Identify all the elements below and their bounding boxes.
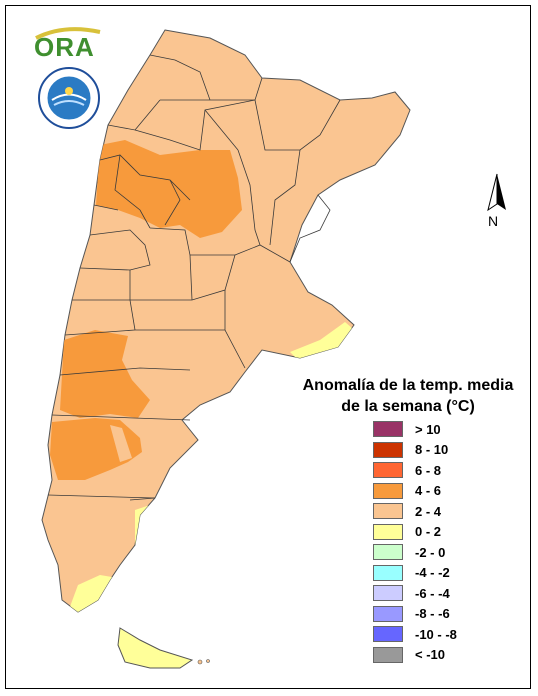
legend-title-line2: de la semana (°C)	[341, 398, 475, 415]
anomaly-zone-buenos-aires-coast	[290, 322, 360, 362]
north-arrow-icon	[487, 173, 506, 212]
legend-item: -6 - -4	[373, 583, 457, 604]
legend-label: -2 - 0	[415, 544, 446, 560]
legend-item: -4 - -2	[373, 563, 457, 584]
smn-agency-logo	[38, 67, 100, 129]
island-marker	[206, 659, 210, 663]
legend-label: 8 - 10	[415, 442, 449, 458]
legend-label: 6 - 8	[415, 462, 442, 478]
legend-swatch	[373, 462, 403, 479]
legend-item: > 10	[373, 419, 457, 440]
legend-title-line1: Anomalía de la temp. media	[302, 377, 514, 394]
legend-swatch	[373, 503, 403, 520]
anomaly-zone-south-coast	[135, 505, 160, 548]
legend-item: < -10	[373, 645, 457, 666]
legend-item: 6 - 8	[373, 460, 457, 481]
legend-title: Anomalía de la temp. media de la semana …	[288, 375, 528, 417]
legend-item: 2 - 4	[373, 501, 457, 522]
north-label: N	[488, 213, 499, 229]
legend-label: -10 - -8	[415, 626, 457, 642]
legend-item: 4 - 6	[373, 481, 457, 502]
legend-item: 8 - 10	[373, 440, 457, 461]
legend-swatch	[373, 564, 403, 581]
ora-logo: ORA	[34, 32, 95, 62]
legend-label: -8 - -6	[415, 606, 450, 622]
ora-swoosh-icon	[35, 27, 101, 40]
tierra-del-fuego	[117, 627, 194, 669]
legend-swatch	[373, 585, 403, 602]
legend-swatch	[373, 646, 403, 663]
argentina-mainland	[41, 29, 411, 613]
island-marker	[197, 659, 203, 665]
legend: > 10 8 - 10 6 - 8 4 - 6 2 - 4 0 - 2 -2 - 0 -4 -…	[373, 419, 457, 665]
legend-swatch	[373, 482, 403, 499]
legend-swatch	[373, 523, 403, 540]
legend-label: -6 - -4	[415, 585, 450, 601]
legend-label: < -10	[415, 647, 445, 663]
anomaly-zone-patagonia-north	[60, 330, 150, 418]
legend-label: 0 - 2	[415, 524, 442, 540]
map-frame	[5, 5, 531, 689]
legend-label: 2 - 4	[415, 503, 442, 519]
anomaly-zone-northwest	[96, 140, 242, 238]
legend-label: -4 - -2	[415, 565, 450, 581]
legend-swatch	[373, 626, 403, 643]
legend-swatch	[373, 441, 403, 458]
anomaly-wedge-light	[110, 425, 132, 462]
legend-item: 0 - 2	[373, 522, 457, 543]
legend-label: > 10	[415, 421, 441, 437]
legend-swatch	[373, 605, 403, 622]
legend-swatch	[373, 544, 403, 561]
legend-item: -10 - -8	[373, 624, 457, 645]
legend-swatch	[373, 421, 403, 438]
legend-item: -2 - 0	[373, 542, 457, 563]
legend-label: 4 - 6	[415, 483, 442, 499]
legend-item: -8 - -6	[373, 604, 457, 625]
